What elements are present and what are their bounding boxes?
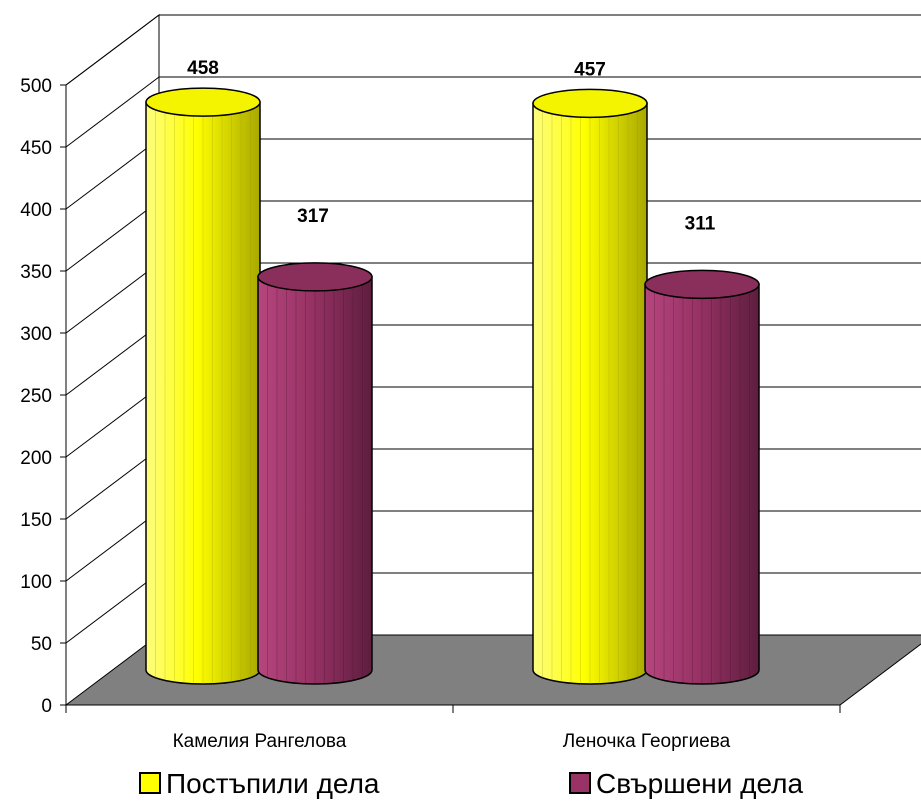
- bar-top: [532, 88, 648, 119]
- bar-top: [145, 87, 261, 117]
- axes: 0 50 100 150 200 250 300 350 400 450 500 Камелия Ра…: [20, 76, 841, 752]
- y-tick-label: 0: [41, 696, 52, 717]
- bar-cylinder: [532, 88, 648, 685]
- legend-label: Свършени дела: [596, 768, 803, 799]
- bar-cylinder: [644, 269, 760, 685]
- gridline-side: [65, 448, 160, 520]
- legend-swatch: [139, 772, 161, 794]
- legend-swatch: [569, 772, 591, 794]
- y-tick-label: 150: [20, 510, 52, 531]
- legend-label: Постъпили дела: [166, 768, 380, 799]
- category-label: Камелия Рангелова: [173, 731, 347, 752]
- legend: Постъпили дела Свършени дела: [139, 768, 803, 799]
- bar-top: [257, 262, 373, 292]
- gridline-side: [65, 76, 160, 148]
- bar-body: [257, 276, 373, 685]
- y-tick-label: 500: [20, 76, 52, 97]
- y-tick-label: 300: [20, 324, 52, 345]
- gridline-side: [65, 200, 160, 272]
- gridline-side: [65, 386, 160, 458]
- gridline-side: [65, 510, 160, 582]
- gridline-side: [65, 324, 160, 396]
- y-tick-label: 400: [20, 200, 52, 221]
- y-tick-label: 200: [20, 448, 52, 469]
- data-label: 317: [297, 206, 329, 227]
- bar-top: [644, 269, 760, 300]
- bar-body: [145, 101, 261, 685]
- bar-cylinder: [145, 87, 261, 685]
- data-label: 457: [574, 59, 606, 80]
- gridline-side: [65, 138, 160, 210]
- data-label: 458: [187, 58, 219, 79]
- y-tick-label: 350: [20, 262, 52, 283]
- bar-cylinder: [257, 262, 373, 685]
- data-label: 311: [685, 213, 716, 234]
- bars: [145, 87, 760, 685]
- gridline-side: [65, 14, 160, 86]
- bar-body: [532, 102, 648, 685]
- bar-body: [644, 283, 760, 685]
- y-tick-label: 250: [20, 386, 52, 407]
- y-tick-label: 100: [20, 572, 52, 593]
- gridline-side: [65, 572, 160, 644]
- y-tick-label: 50: [31, 634, 52, 655]
- category-label: Леночка Георгиева: [563, 731, 731, 752]
- y-tick-label: 450: [20, 138, 52, 159]
- gridline-side: [65, 262, 160, 334]
